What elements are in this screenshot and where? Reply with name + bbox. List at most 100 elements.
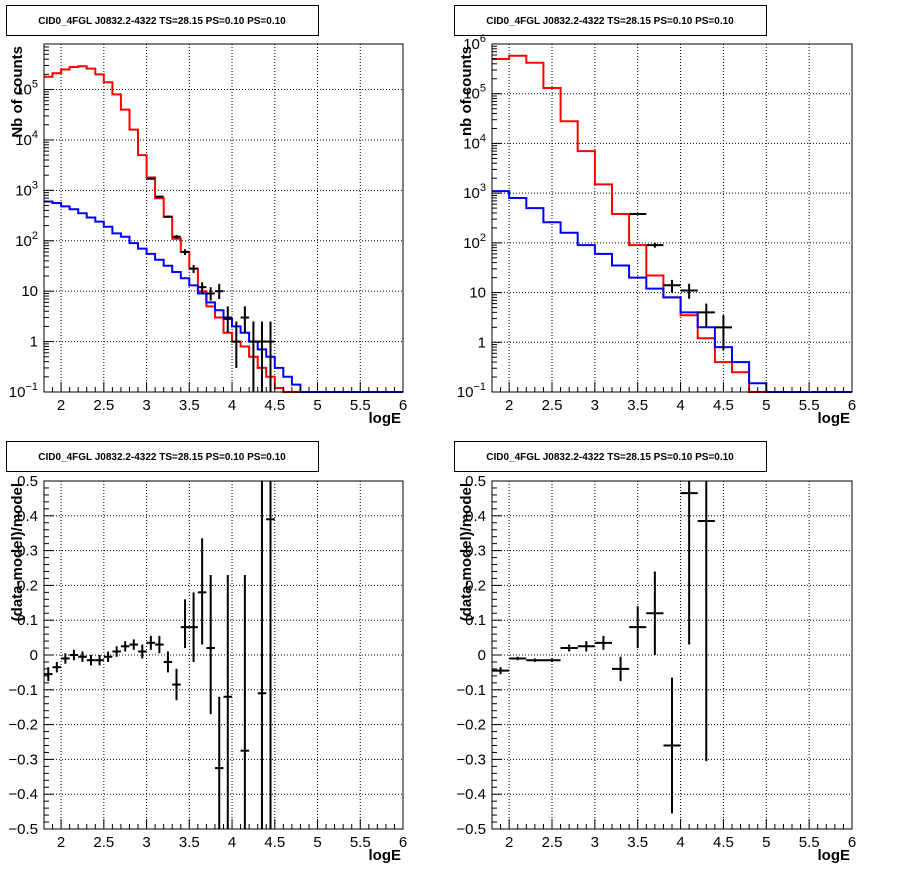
y-tick-label: −0.5: [8, 821, 38, 838]
x-tick-label: 3.5: [627, 397, 648, 414]
data-point: [61, 653, 70, 664]
y-tick-label: 105: [463, 83, 486, 103]
x-axis-label: logE: [818, 410, 851, 427]
x-tick-label: 4: [228, 834, 236, 851]
y-tick-label: 0.3: [17, 543, 38, 560]
data-point: [232, 321, 241, 368]
y-tick-label: 102: [463, 232, 486, 252]
y-tick-label: −0.4: [8, 786, 38, 803]
data-point: [103, 651, 113, 662]
data-point: [543, 658, 561, 662]
x-tick-label: 3.5: [627, 834, 648, 851]
data-point: [163, 215, 173, 218]
x-axis-label: logE: [818, 847, 851, 864]
y-tick-label: 10: [21, 283, 38, 300]
y-tick-label: 103: [463, 182, 486, 202]
x-tick-label: 6: [399, 834, 407, 851]
x-tick-label: 6: [848, 397, 856, 414]
data-point: [206, 574, 215, 715]
y-tick-label: 0: [478, 647, 486, 664]
x-tick-label: 4.5: [264, 397, 285, 414]
data-point: [206, 287, 215, 301]
data-point: [155, 195, 164, 198]
x-tick-label: 2.5: [542, 834, 563, 851]
y-tick-label: 1: [30, 334, 38, 351]
title-box: [6, 441, 319, 472]
data-point: [509, 656, 527, 661]
chart-title: CID0_4FGL J0832.2-4322 TS=28.15 PS=0.10 …: [486, 452, 734, 463]
x-tick-label: 5: [313, 397, 321, 414]
x-tick-label: 5.5: [799, 397, 820, 414]
data-point: [249, 321, 258, 392]
y-tick-label: 0.4: [17, 508, 38, 525]
x-axis-label: logE: [369, 847, 402, 864]
data-point: [180, 599, 190, 649]
data-point: [266, 321, 275, 392]
x-tick-label: 2: [505, 397, 513, 414]
y-tick-label: 104: [463, 132, 486, 152]
histogram-series-2: [492, 190, 852, 393]
y-tick-label: 102: [15, 230, 38, 250]
y-tick-label: 0.2: [17, 577, 38, 594]
y-axis-label: nb of counts: [458, 46, 475, 136]
x-tick-label: 3: [142, 397, 150, 414]
data-point: [594, 635, 612, 650]
data-point: [257, 321, 267, 392]
data-point: [69, 649, 79, 661]
data-point: [223, 574, 233, 829]
data-point: [138, 644, 147, 659]
y-tick-label: −0.5: [456, 821, 486, 838]
y-tick-label: −0.3: [456, 751, 486, 768]
data-point: [714, 315, 732, 350]
data-point: [612, 656, 630, 682]
y-tick-label: 10−1: [9, 381, 38, 401]
data-point: [180, 249, 190, 256]
data-point: [155, 635, 164, 654]
data-point: [240, 306, 250, 333]
data-point: [257, 481, 267, 829]
data-point: [646, 242, 664, 248]
title-box: [454, 441, 767, 472]
data-point: [646, 571, 664, 655]
x-tick-label: 2: [57, 397, 65, 414]
data-point: [560, 644, 578, 652]
data-point: [526, 658, 544, 662]
data-point: [172, 235, 181, 239]
x-tick-label: 6: [399, 397, 407, 414]
y-tick-label: 1: [478, 334, 486, 351]
plot-frame: [43, 43, 404, 393]
y-tick-label: 104: [15, 129, 38, 149]
y-tick-label: 10: [469, 285, 486, 302]
data-point: [697, 303, 715, 328]
data-point: [629, 606, 647, 649]
data-point: [680, 283, 698, 299]
histogram-series-2: [44, 200, 403, 393]
chart-title: CID0_4FGL J0832.2-4322 TS=28.15 PS=0.10 …: [38, 452, 286, 463]
x-tick-label: 5.5: [350, 397, 371, 414]
data-point: [214, 283, 224, 299]
y-tick-label: 105: [15, 79, 38, 99]
x-tick-label: 4.5: [713, 397, 734, 414]
x-tick-label: 3: [142, 834, 150, 851]
data-point: [197, 282, 207, 294]
data-point: [112, 646, 121, 657]
x-tick-label: 5: [313, 834, 321, 851]
y-tick-label: −0.2: [456, 717, 486, 734]
x-tick-label: 5: [762, 397, 770, 414]
y-tick-label: 0: [30, 647, 38, 664]
x-tick-label: 2.5: [542, 397, 563, 414]
y-tick-label: 0.3: [465, 543, 486, 560]
data-point: [120, 641, 130, 652]
chart-title: CID0_4FGL J0832.2-4322 TS=28.15 PS=0.10 …: [486, 16, 734, 27]
y-axis-label: (data-model)/model: [9, 483, 26, 621]
data-point: [240, 574, 250, 829]
data-point: [95, 655, 104, 666]
data-point: [172, 668, 181, 701]
data-point: [492, 667, 510, 675]
x-tick-label: 3: [591, 834, 599, 851]
x-tick-label: 3.5: [179, 397, 200, 414]
x-tick-label: 6: [848, 834, 856, 851]
x-tick-label: 4: [676, 397, 684, 414]
x-tick-label: 2: [505, 834, 513, 851]
